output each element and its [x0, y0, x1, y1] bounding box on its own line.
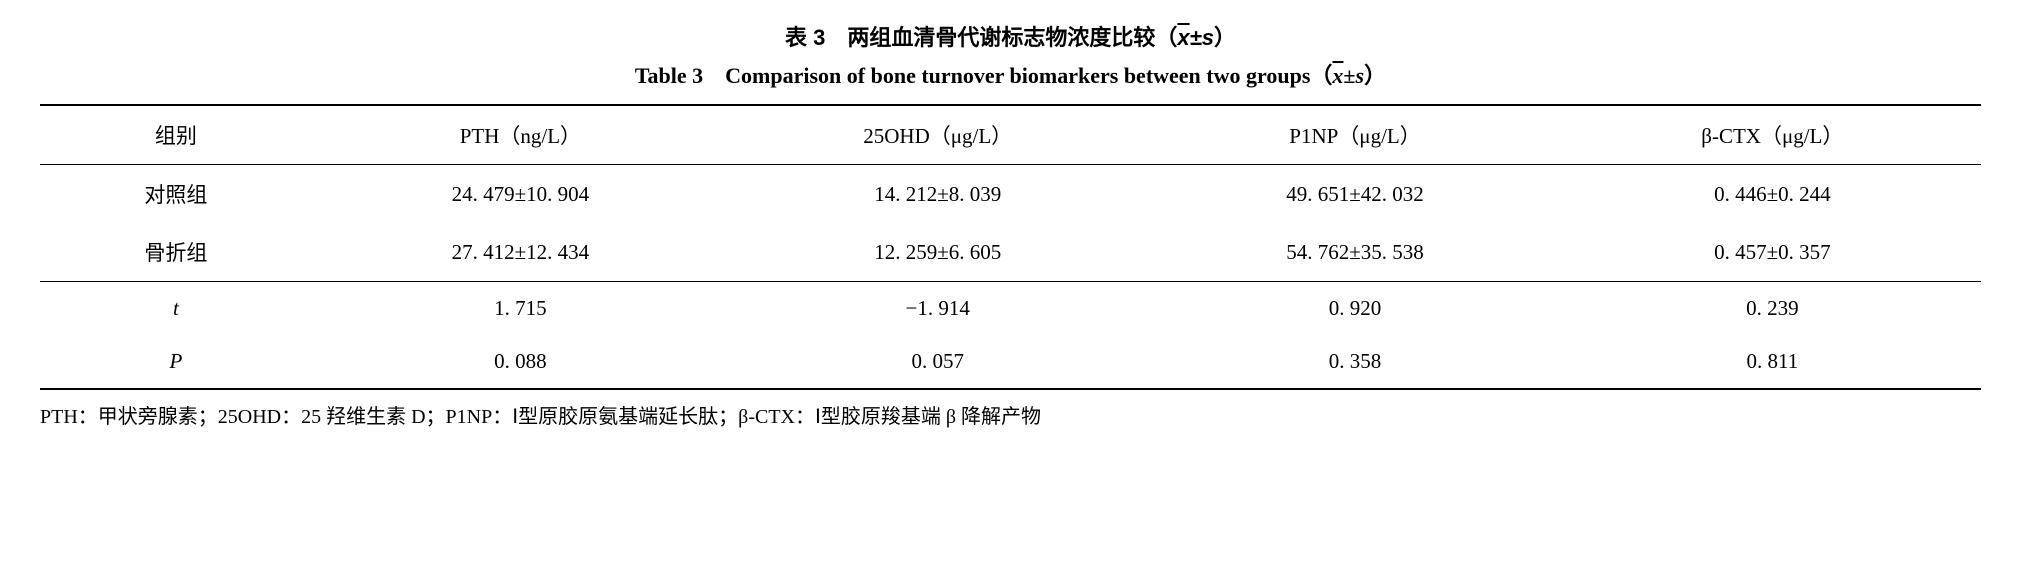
table-row: P 0. 088 0. 057 0. 358 0. 811	[40, 335, 1981, 389]
cell: −1. 914	[729, 282, 1146, 336]
caption-cn-prefix: 表 3 两组血清骨代谢标志物浓度比较（	[785, 25, 1177, 50]
cell: 0. 446±0. 244	[1564, 165, 1981, 224]
header-pth-label: PTH	[460, 124, 500, 148]
header-bctx-unit: （μg/L）	[1761, 124, 1843, 148]
table-footnote: PTH：甲状旁腺素；25OHD：25 羟维生素 D；P1NP：Ⅰ型原胶原氨基端延…	[40, 390, 1981, 429]
cell: 49. 651±42. 032	[1146, 165, 1563, 224]
caption-cn-suffix: ）	[1214, 25, 1236, 50]
cell: 0. 457±0. 357	[1564, 223, 1981, 282]
row-label-p: P	[40, 335, 312, 389]
row-label-t: t	[40, 282, 312, 336]
header-25ohd: 25OHD（μg/L）	[729, 105, 1146, 165]
header-25ohd-unit: （μg/L）	[930, 124, 1012, 148]
table-row: t 1. 715 −1. 914 0. 920 0. 239	[40, 282, 1981, 336]
xbar-symbol: x	[1177, 25, 1189, 50]
header-pth: PTH（ng/L）	[312, 105, 729, 165]
header-bctx: β-CTX（μg/L）	[1564, 105, 1981, 165]
row-label-control: 对照组	[40, 165, 312, 224]
header-25ohd-label: 25OHD	[863, 124, 930, 148]
caption-chinese: 表 3 两组血清骨代谢标志物浓度比较（x±s）	[40, 20, 1981, 52]
cell: 0. 239	[1564, 282, 1981, 336]
caption-en-prefix: Table 3 Comparison of bone turnover biom…	[635, 63, 1333, 88]
table-header-row: 组别 PTH（ng/L） 25OHD（μg/L） P1NP（μg/L） β-CT…	[40, 105, 1981, 165]
pm-s-en: ±s	[1343, 63, 1364, 88]
cell: 0. 088	[312, 335, 729, 389]
table-container: 表 3 两组血清骨代谢标志物浓度比较（x±s） Table 3 Comparis…	[40, 20, 1981, 429]
cell: 0. 057	[729, 335, 1146, 389]
pm-s: ±s	[1190, 25, 1214, 50]
row-label-fracture: 骨折组	[40, 223, 312, 282]
cell: 0. 358	[1146, 335, 1563, 389]
cell: 0. 920	[1146, 282, 1563, 336]
caption-english: Table 3 Comparison of bone turnover biom…	[40, 58, 1981, 90]
cell: 14. 212±8. 039	[729, 165, 1146, 224]
table-row: 对照组 24. 479±10. 904 14. 212±8. 039 49. 6…	[40, 165, 1981, 224]
header-pth-unit: （ng/L）	[499, 124, 581, 148]
cell: 12. 259±6. 605	[729, 223, 1146, 282]
biomarker-table: 组别 PTH（ng/L） 25OHD（μg/L） P1NP（μg/L） β-CT…	[40, 104, 1981, 390]
header-p1np-label: P1NP	[1289, 124, 1338, 148]
cell: 0. 811	[1564, 335, 1981, 389]
cell: 1. 715	[312, 282, 729, 336]
header-p1np-unit: （μg/L）	[1338, 124, 1420, 148]
header-group: 组别	[40, 105, 312, 165]
cell: 24. 479±10. 904	[312, 165, 729, 224]
header-p1np: P1NP（μg/L）	[1146, 105, 1563, 165]
header-bctx-label: β-CTX	[1701, 124, 1761, 148]
cell: 54. 762±35. 538	[1146, 223, 1563, 282]
table-row: 骨折组 27. 412±12. 434 12. 259±6. 605 54. 7…	[40, 223, 1981, 282]
xbar-symbol-en: x	[1332, 63, 1343, 88]
cell: 27. 412±12. 434	[312, 223, 729, 282]
caption-en-suffix: ）	[1364, 63, 1386, 88]
